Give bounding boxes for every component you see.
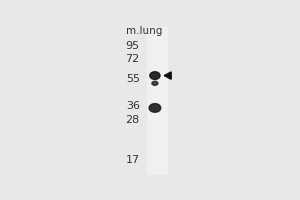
Text: 28: 28 — [126, 115, 140, 125]
Text: 72: 72 — [126, 54, 140, 64]
Text: m.lung: m.lung — [126, 26, 163, 36]
Ellipse shape — [152, 81, 158, 85]
Text: 95: 95 — [126, 41, 140, 51]
Bar — [147, 27, 168, 175]
Text: 17: 17 — [126, 155, 140, 165]
Text: 36: 36 — [126, 101, 140, 111]
Ellipse shape — [150, 72, 160, 79]
Text: 55: 55 — [126, 74, 140, 84]
Ellipse shape — [149, 104, 161, 112]
Polygon shape — [164, 72, 171, 79]
